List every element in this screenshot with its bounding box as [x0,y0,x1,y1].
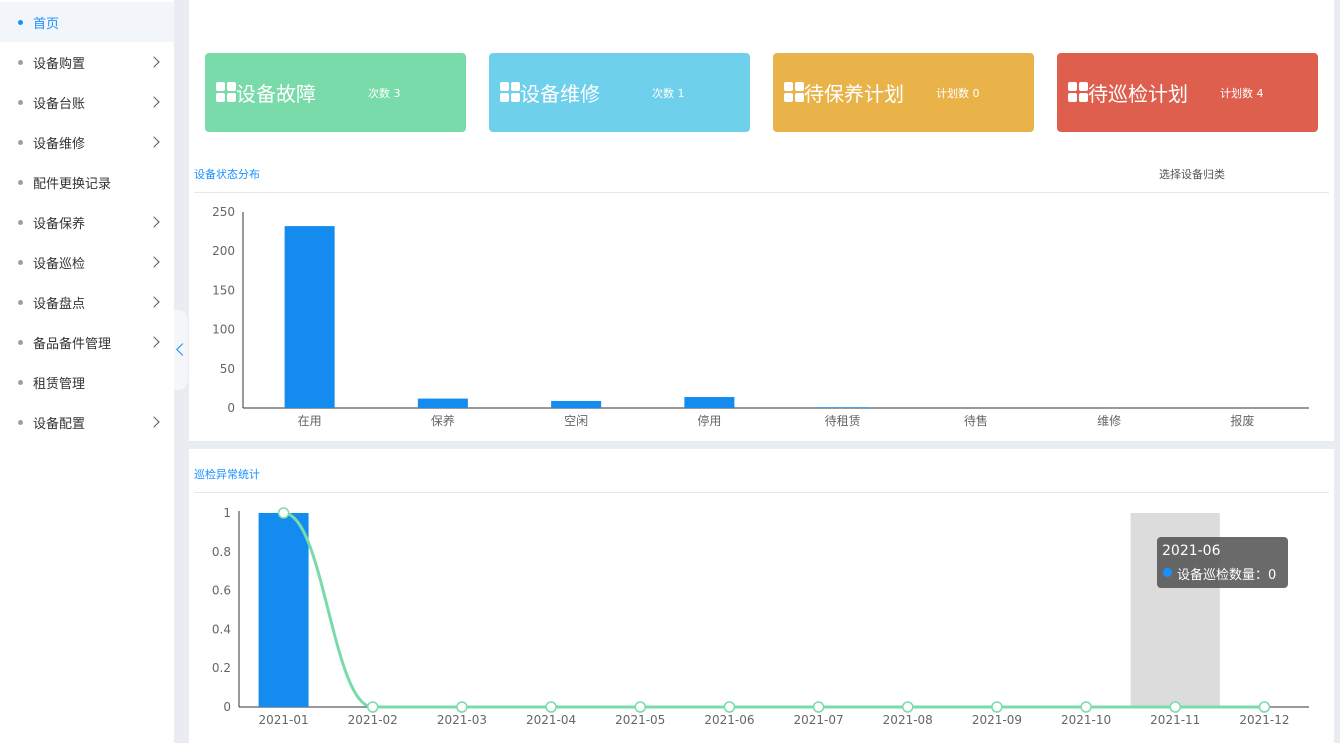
dashboard-bottom-panel: 巡检异常统计 [189,449,1334,743]
sidebar-item[interactable]: 首页 [0,2,174,42]
series-color-dot [1163,568,1172,577]
sidebar-item[interactable]: 设备台账 [0,82,174,122]
bullet-icon [18,59,23,65]
chevron-right-icon [148,336,160,348]
bullet-icon [18,379,23,385]
tooltip-value: 设备巡检数量：0 [1177,568,1277,583]
summary-card[interactable]: 设备故障 次数 3 [205,53,466,132]
sidebar-item[interactable]: 设备盘点 [0,282,174,322]
sidebar-item[interactable]: 设备维修 [0,122,174,162]
grid-icon [784,82,804,102]
sidebar-collapse-toggle[interactable] [174,310,189,390]
sidebar-item[interactable]: 设备配置 [0,402,174,442]
chevron-right-icon [148,136,160,148]
sidebar-item[interactable]: 租赁管理 [0,362,174,402]
sidebar-item[interactable]: 配件更换记录 [0,162,174,202]
sidebar: 首页设备购置设备台账设备维修配件更换记录 设备保养设备巡检设备盘点备品备件管理 租赁… [0,0,174,743]
summary-card[interactable]: 待保养计划 计划数 0 [773,53,1034,132]
divider [194,492,1329,493]
tooltip-title: 2021-06 [1162,543,1221,559]
chevron-right-icon [148,56,160,68]
sidebar-item[interactable]: 备品备件管理 [0,322,174,362]
grid-icon [1068,82,1088,102]
card-title: 待巡检计划 [1088,82,1188,106]
sidebar-item-label: 设备台账 [33,96,86,112]
chevron-right-icon [148,96,160,108]
chart-tooltip: 2021-06 设备巡检数量：0 [1157,537,1288,588]
bullet-icon [18,299,23,305]
bullet-icon [18,259,23,265]
bullet-icon [18,339,23,345]
inspection-anomaly-title: 巡检异常统计 [194,468,260,481]
sidebar-item-label: 首页 [33,16,60,32]
bullet-icon [18,219,23,225]
dashboard-top-panel: 设备故障 次数 3 设备维修 次数 1 待保养计划 计划数 0 待巡检计划 计划数 4 设备状… [189,0,1334,441]
chevron-left-icon [176,343,189,356]
sidebar-item[interactable]: 设备巡检 [0,242,174,282]
grid-icon [216,82,236,102]
card-count: 次数 1 [652,87,685,100]
chevron-right-icon [148,416,160,428]
category-select[interactable]: 选择设备归类 [1159,168,1225,181]
chevron-right-icon [148,216,160,228]
sidebar-item-label: 设备配置 [33,416,86,432]
status-distribution-title: 设备状态分布 [194,168,260,181]
divider [194,192,1329,193]
sidebar-item-label: 设备盘点 [33,296,86,312]
bullet-icon [18,99,23,105]
sidebar-item-label: 设备保养 [33,216,86,232]
summary-card[interactable]: 设备维修 次数 1 [489,53,750,132]
bullet-icon [18,179,23,185]
sidebar-item[interactable]: 设备保养 [0,202,174,242]
sidebar-item-label: 配件更换记录 [33,176,112,192]
chevron-right-icon [148,296,160,308]
card-count: 计划数 0 [936,87,980,100]
sidebar-item-label: 设备购置 [33,56,86,72]
bullet-icon [18,419,23,425]
sidebar-item-label: 备品备件管理 [33,336,112,352]
chevron-right-icon [148,256,160,268]
sidebar-item-label: 设备巡检 [33,256,86,272]
card-count: 计划数 4 [1220,87,1264,100]
grid-icon [500,82,520,102]
card-title: 设备故障 [236,82,316,106]
card-count: 次数 3 [368,87,401,100]
card-title: 待保养计划 [804,82,904,106]
sidebar-item-label: 租赁管理 [33,376,86,392]
summary-card[interactable]: 待巡检计划 计划数 4 [1057,53,1318,132]
sidebar-item[interactable]: 设备购置 [0,42,174,82]
card-title: 设备维修 [520,82,600,106]
bullet-icon [18,139,23,145]
sidebar-item-label: 设备维修 [33,136,86,152]
bullet-icon [18,19,23,25]
